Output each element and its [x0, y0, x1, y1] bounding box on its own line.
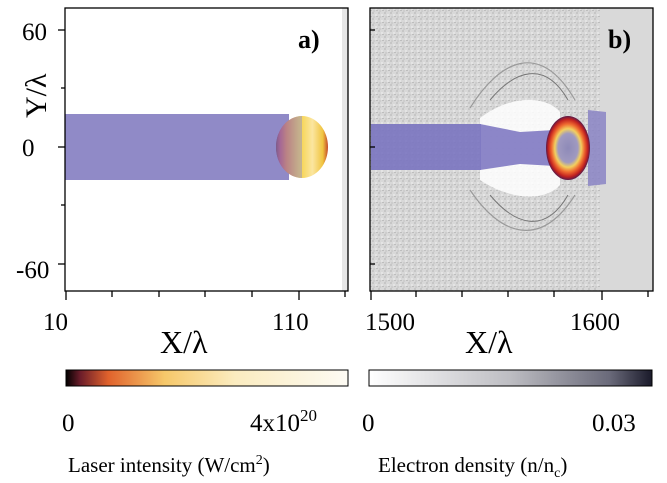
panel-b-wake-lower	[469, 189, 576, 231]
panel-b-wake-lower-inner	[489, 194, 569, 222]
panel-a-x-tick-110: 110	[272, 309, 309, 336]
panel-a-x-ticks	[65, 291, 346, 300]
colorbar-density: 0 0.03 Electron density (n/nc)	[362, 369, 653, 481]
panel-a-x-axis-label: X/λ	[160, 324, 208, 360]
y-tick-0: 0	[22, 135, 35, 162]
panel-b: b) 1500 1600 X/λ	[365, 7, 654, 360]
panel-b-laser-beam	[371, 124, 481, 170]
panel-a: a) 60 0 -60 Y/λ 10 110 X/λ	[16, 7, 349, 360]
colorbar-density-min: 0	[362, 410, 375, 437]
panel-a-y-axis-label: Y/λ	[20, 73, 53, 118]
panel-b-laser-beam-taper	[480, 124, 555, 170]
panel-a-x-tick-10: 10	[43, 309, 68, 336]
panel-a-label: a)	[298, 25, 320, 54]
panel-a-pulse-shadow	[276, 116, 302, 178]
panel-b-wake-upper-inner	[489, 73, 569, 101]
panel-b-pulse-front	[588, 110, 606, 186]
colorbar-laser-min: 0	[62, 410, 75, 437]
panel-b-x-ticks	[370, 291, 649, 300]
colorbar-laser: 0 4x1020 Laser intensity (W/cm2)	[62, 369, 349, 477]
panel-b-x-tick-1500: 1500	[365, 309, 415, 336]
panel-b-x-tick-1600: 1600	[570, 309, 620, 336]
panel-a-frame	[64, 7, 349, 292]
panel-b-frame	[369, 7, 654, 292]
panel-a-laser-beam	[65, 114, 289, 180]
panel-b-y-ticks	[370, 29, 375, 265]
y-tick-60: 60	[22, 19, 47, 46]
panel-b-wake-upper	[469, 62, 576, 109]
colorbar-density-max: 0.03	[592, 410, 636, 437]
colorbar-density-label: Electron density (n/nc)	[378, 453, 567, 481]
panel-a-right-strip	[342, 8, 348, 291]
colorbar-laser-gradient	[65, 369, 349, 387]
colorbar-laser-label: Laser intensity (W/cm2)	[68, 453, 270, 477]
panel-b-x-axis-label: X/λ	[465, 324, 513, 360]
panel-b-label: b)	[608, 25, 631, 54]
colorbar-density-gradient	[368, 369, 653, 387]
panel-b-laser-pulse	[546, 116, 590, 180]
panel-b-undisturbed-plasma	[600, 8, 653, 291]
colorbar-laser-max: 4x1020	[250, 406, 317, 437]
y-tick-neg60: -60	[16, 257, 49, 284]
panel-a-y-ticks	[58, 29, 65, 265]
